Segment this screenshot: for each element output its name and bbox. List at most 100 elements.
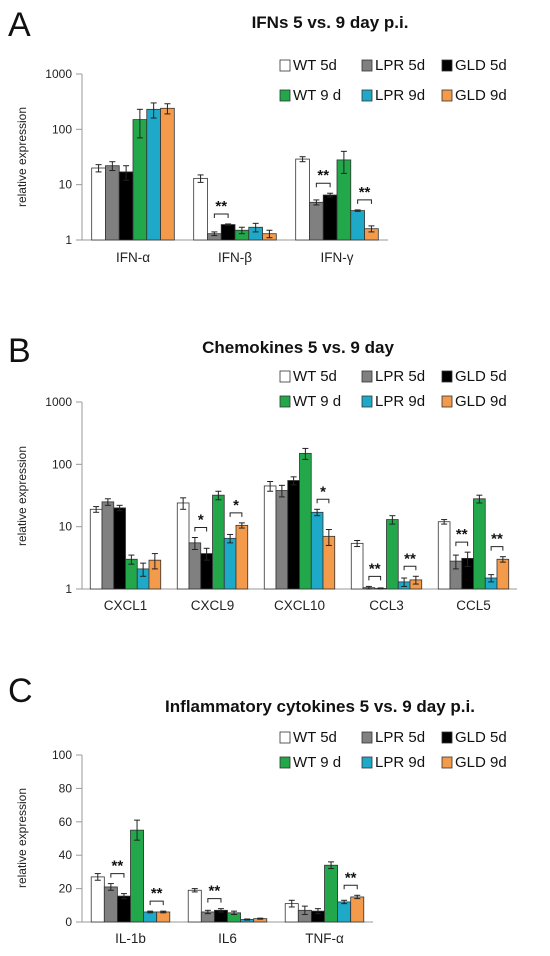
legend-swatch	[441, 395, 453, 408]
bar	[287, 480, 300, 590]
x-tick-label: IFN-β	[218, 250, 252, 265]
bar	[275, 490, 289, 590]
bar	[299, 452, 312, 590]
y-tick-label: 1	[65, 233, 72, 247]
y-tick-label: 0	[65, 915, 72, 929]
significance-marker: **	[404, 550, 416, 567]
legend-label: GLD 9d	[455, 87, 507, 104]
bar	[156, 911, 171, 923]
legend-label: GLD 5d	[455, 729, 507, 746]
significance-marker: **	[112, 858, 124, 875]
y-tick-label: 80	[59, 781, 73, 795]
significance-bracket	[149, 900, 164, 906]
y-tick-label: 10	[59, 520, 73, 534]
significance-marker: **	[345, 869, 357, 886]
legend-label: LPR 5d	[375, 368, 425, 385]
bar	[176, 502, 190, 590]
legend-label: LPR 9d	[375, 393, 425, 410]
legend-swatch	[279, 756, 291, 769]
significance-marker: *	[198, 512, 204, 529]
significance-marker: *	[233, 497, 239, 514]
significance-bracket	[110, 873, 125, 878]
significance-marker: **	[359, 184, 371, 201]
legend-label: GLD 5d	[455, 57, 507, 74]
x-tick-label: CXCL9	[191, 598, 235, 613]
significance-marker: **	[151, 885, 163, 902]
significance-bracket	[316, 498, 330, 504]
bar	[193, 177, 208, 241]
bar	[496, 558, 510, 590]
significance-bracket	[403, 565, 417, 571]
significance-bracket	[315, 182, 331, 188]
significance-marker: **	[456, 526, 468, 543]
legend-label: GLD 9d	[455, 754, 507, 771]
bar	[90, 876, 105, 923]
chart-title: IFNs 5 vs. 9 day p.i.	[252, 13, 409, 32]
legend-label: WT 5d	[293, 729, 337, 746]
legend-label: GLD 9d	[455, 393, 507, 410]
bar	[437, 521, 451, 590]
bar	[263, 485, 277, 590]
bar	[143, 911, 158, 923]
y-tick-label: 100	[52, 748, 72, 762]
x-tick-label: CXCL10	[274, 598, 325, 613]
bar	[220, 224, 236, 241]
legend-swatch	[279, 59, 291, 72]
legend-label: LPR 9d	[375, 87, 425, 104]
significance-bracket	[194, 527, 208, 532]
legend-label: LPR 5d	[375, 729, 425, 746]
legend-swatch	[361, 59, 373, 72]
bar	[310, 511, 324, 590]
bar	[235, 524, 249, 590]
y-tick-label: 100	[52, 457, 72, 471]
legend-swatch	[279, 89, 291, 102]
panel-letter-c: C	[8, 672, 33, 710]
legend-swatch	[361, 731, 373, 744]
legend-label: GLD 5d	[455, 368, 507, 385]
x-tick-label: CXCL1	[104, 598, 148, 613]
bar	[223, 537, 237, 590]
significance-marker: **	[215, 198, 227, 215]
bar	[212, 494, 225, 590]
chart-title: Inflammatory cytokines 5 vs. 9 day p.i.	[165, 697, 475, 716]
y-tick-label: 1000	[45, 395, 72, 409]
legend-label: LPR 5d	[375, 57, 425, 74]
x-tick-label: TNF-α	[305, 931, 344, 946]
bar	[350, 896, 365, 923]
significance-bracket	[357, 199, 372, 204]
legend-label: WT 9 d	[293, 754, 341, 771]
legend-swatch	[441, 370, 453, 383]
bar	[103, 886, 118, 923]
x-tick-label: CCL5	[456, 598, 491, 613]
chart-title: Chemokines 5 vs. 9 day	[202, 338, 394, 357]
legend-swatch	[361, 395, 373, 408]
significance-bracket	[343, 884, 358, 890]
y-tick-label: 100	[52, 122, 72, 136]
bar	[473, 498, 486, 590]
legend-label: WT 5d	[293, 368, 337, 385]
significance-bracket	[490, 546, 504, 551]
x-tick-label: IL6	[218, 931, 237, 946]
y-axis-label: relative expression	[15, 107, 29, 207]
bar	[118, 171, 134, 241]
legend-swatch	[279, 395, 291, 408]
legend-label: WT 5d	[293, 57, 337, 74]
y-tick-label: 1000	[45, 67, 72, 81]
significance-bracket	[207, 898, 222, 903]
bar	[89, 508, 103, 590]
bar	[160, 107, 175, 241]
chart-panel-a: A IFNs 5 vs. 9 day p.i. 1 10 100 1000 relative…	[8, 6, 507, 265]
y-tick-label: 40	[59, 848, 73, 862]
x-tick-label: IFN-α	[116, 250, 150, 265]
bar	[105, 165, 120, 241]
significance-bracket	[229, 512, 243, 517]
y-axis-label: relative expression	[15, 446, 29, 546]
bar	[113, 507, 126, 590]
bar	[91, 167, 106, 241]
significance-marker: **	[317, 167, 329, 184]
y-axis-label: relative expression	[15, 788, 29, 888]
significance-marker: *	[320, 483, 326, 500]
y-tick-label: 60	[59, 815, 73, 829]
legend-swatch	[361, 756, 373, 769]
bar	[309, 201, 324, 241]
